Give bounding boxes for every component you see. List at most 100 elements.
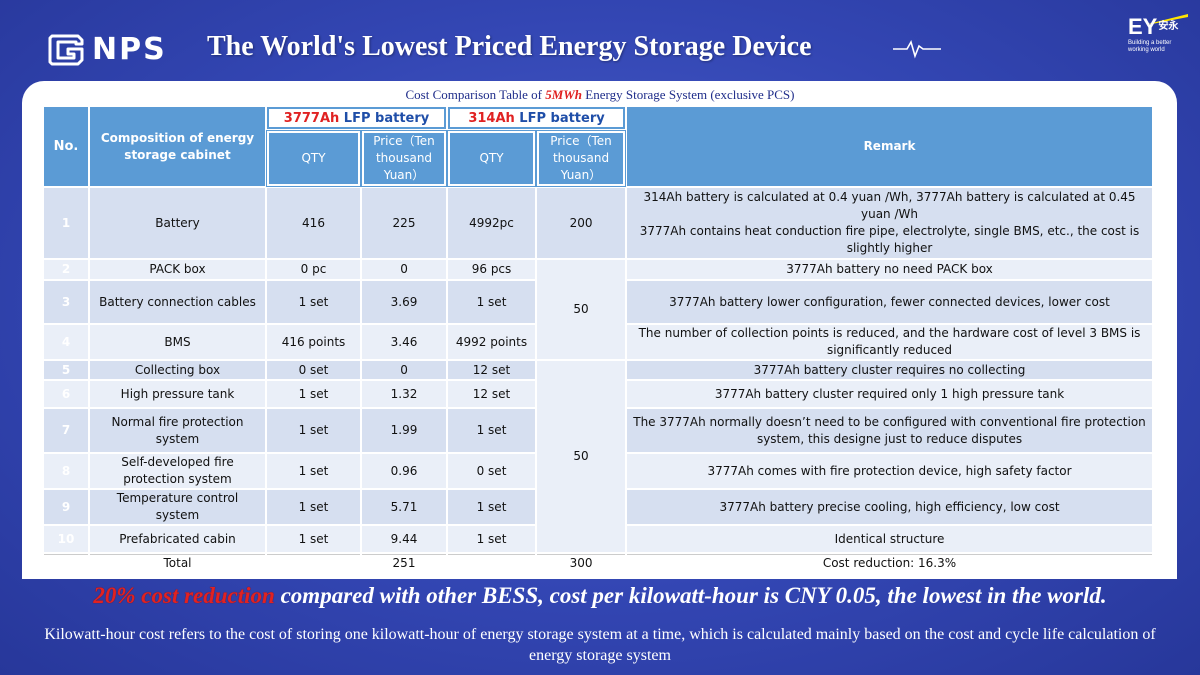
table-cell: 3777Ah battery no need PACK box <box>627 260 1152 279</box>
table-cell: 3 <box>44 281 88 323</box>
merged-price-b-5-10: 50 <box>537 361 626 552</box>
table-cell: 12 set <box>448 381 536 407</box>
table-cell: 3777Ah battery precise cooling, high eff… <box>627 490 1152 524</box>
table-cell: BMS <box>90 325 265 359</box>
table-cell: 6 <box>44 381 88 407</box>
table-cell: 9 <box>44 490 88 524</box>
table-cell: 0 <box>362 260 447 279</box>
table-cell: 4992pc <box>448 188 536 258</box>
table-cell: 1 set <box>448 490 536 524</box>
table-cell: 5.71 <box>362 490 447 524</box>
total-price-a: 251 <box>362 554 447 572</box>
table-cell: 0 set <box>448 454 536 488</box>
table-cell: 8 <box>44 454 88 488</box>
table-cell: 1 set <box>267 381 360 407</box>
table-caption: Cost Comparison Table of 5MWh Energy Sto… <box>405 87 795 102</box>
ey-mark: EY <box>1128 14 1158 39</box>
total-label: Total <box>90 554 265 572</box>
table-cell: The number of collection points is reduc… <box>627 325 1152 359</box>
ey-cn: 安永 <box>1158 21 1179 32</box>
table-cell: 1 set <box>448 409 536 452</box>
pulse-icon <box>893 39 941 59</box>
total-remark: Cost reduction: 16.3% <box>627 554 1152 572</box>
table-cell: 1 <box>44 188 88 258</box>
cost-comparison-table: No. Composition of energy storage cabine… <box>42 105 1154 574</box>
table-cell: Identical structure <box>627 526 1152 552</box>
nps-logo-icon <box>48 34 84 66</box>
footnote: Kilowatt-hour cost refers to the cost of… <box>44 626 1156 664</box>
header-group-314ah: 314Ah LFP battery <box>448 107 626 129</box>
table-cell: 10 <box>44 526 88 552</box>
table-cell: 5 <box>44 361 88 379</box>
table-cell: Prefabricated cabin <box>90 526 265 552</box>
table-cell: PACK box <box>90 260 265 279</box>
table-row: 7 Normal fire protection system 1 set 1.… <box>44 409 1152 452</box>
table-cell: 9.44 <box>362 526 447 552</box>
table-row: 2 PACK box 0 pc 0 96 pcs 50 3777Ah batte… <box>44 260 1152 359</box>
header-composition: Composition of energy storage cabinet <box>90 107 265 186</box>
table-cell <box>44 554 88 572</box>
table-cell: 3.46 <box>362 325 447 359</box>
table-cell: 0 <box>362 361 447 379</box>
table-row: 8 Self-developed fire protection system … <box>44 454 1152 488</box>
table-cell: Battery connection cables <box>90 281 265 323</box>
table-cell: 416 points <box>267 325 360 359</box>
table-cell: The 3777Ah normally doesn’t need to be c… <box>627 409 1152 452</box>
merged-price-b-2-4: 50 <box>537 260 626 359</box>
table-cell: Temperature control system <box>90 490 265 524</box>
table-cell: 4 <box>44 325 88 359</box>
ey-tagline: Building a better working world <box>1128 40 1172 53</box>
ey-logo: EY安永 Building a better working world <box>1128 14 1188 54</box>
table-cell: Collecting box <box>90 361 265 379</box>
table-cell: 1.99 <box>362 409 447 452</box>
table-cell: 3777Ah battery cluster requires no colle… <box>627 361 1152 379</box>
table-cell: 7 <box>44 409 88 452</box>
table-cell: 3777Ah battery lower configuration, fewe… <box>627 281 1152 323</box>
table-cell: 12 set <box>448 361 536 379</box>
table-cell: 3.69 <box>362 281 447 323</box>
header-qty-b: QTY <box>448 131 536 186</box>
slogan-highlight: 20% cost reduction <box>93 583 275 608</box>
table-row: 10 Prefabricated cabin 1 set 9.44 1 set … <box>44 526 1152 552</box>
table-cell: 1 set <box>448 526 536 552</box>
table-cell: 3777Ah comes with fire protection device… <box>627 454 1152 488</box>
table-cell: Normal fire protection system <box>90 409 265 452</box>
table-row: 6 High pressure tank 1 set 1.32 12 set 3… <box>44 381 1152 407</box>
table-cell: 0 set <box>267 361 360 379</box>
table-cell: 314Ah battery is calculated at 0.4 yuan … <box>627 188 1152 258</box>
header-remark: Remark <box>627 107 1152 186</box>
table-cell: Self-developed fire protection system <box>90 454 265 488</box>
table-cell <box>267 554 360 572</box>
table-cell: 4992 points <box>448 325 536 359</box>
logo-text: NPS <box>92 32 167 67</box>
table-cell: 1 set <box>267 526 360 552</box>
table-cell: 200 <box>537 188 626 258</box>
table-row: 3 Battery connection cables 1 set 3.69 1… <box>44 281 1152 323</box>
table-cell: 1 set <box>267 490 360 524</box>
table-total-row: Total 251 300 Cost reduction: 16.3% <box>44 554 1152 572</box>
page-title: The World's Lowest Priced Energy Storage… <box>207 31 812 62</box>
table-cell: 0 pc <box>267 260 360 279</box>
header-group-3777ah: 3777Ah LFP battery <box>267 107 447 129</box>
header-price-a: Price（Ten thousand Yuan） <box>362 131 447 186</box>
header-qty-a: QTY <box>267 131 360 186</box>
table-cell: 96 pcs <box>448 260 536 279</box>
table-cell: 1 set <box>448 281 536 323</box>
table-cell: High pressure tank <box>90 381 265 407</box>
table-cell: 2 <box>44 260 88 279</box>
total-price-b: 300 <box>537 554 626 572</box>
table-row: 4 BMS 416 points 3.46 4992 points The nu… <box>44 325 1152 359</box>
header-no: No. <box>44 107 88 186</box>
table-row: 5 Collecting box 0 set 0 12 set 50 3777A… <box>44 361 1152 552</box>
table-cell: 225 <box>362 188 447 258</box>
header-price-b: Price（Ten thousand Yuan） <box>537 131 626 186</box>
ey-slash-icon <box>1148 14 1188 24</box>
table-cell: 1 set <box>267 454 360 488</box>
table-cell: 3777Ah battery cluster required only 1 h… <box>627 381 1152 407</box>
table-cell: Battery <box>90 188 265 258</box>
table-row: 1 Battery 416 225 4992pc 200 314Ah batte… <box>44 188 1152 258</box>
slogan: 20% cost reduction compared with other B… <box>93 583 1107 608</box>
nps-logo: NPS <box>48 34 167 66</box>
caption-highlight: 5MWh <box>545 87 583 102</box>
table-cell: 1 set <box>267 409 360 452</box>
